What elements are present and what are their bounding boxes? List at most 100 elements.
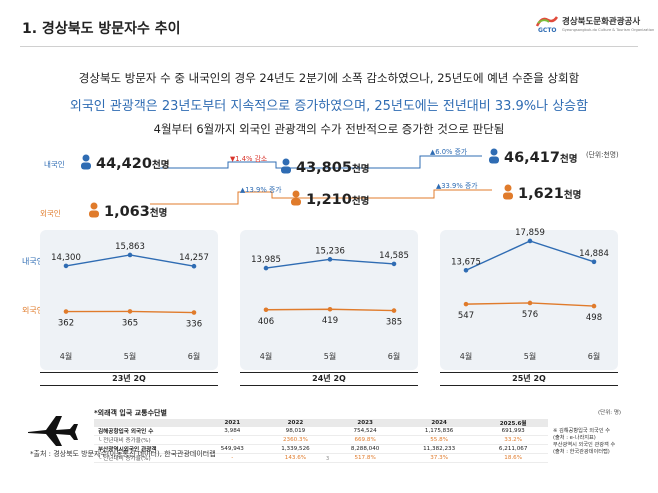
foreign-change-24: ▲13.9% 증가 (240, 186, 282, 194)
table-header: 2024 (399, 419, 479, 427)
domestic-value-label: 14,300 (51, 253, 81, 263)
table-cell: └ 전년대비 증가율(%) (94, 435, 204, 445)
table-row: 부산광역시외국인 관광객 549,943 1,339,526 8,288,040… (94, 444, 548, 454)
table-cell: 11,382,233 (399, 444, 479, 454)
foreign-total-23: 1,063천명 (104, 204, 168, 220)
month-tick-label: 6월 (188, 351, 200, 361)
foreign-point (591, 303, 597, 309)
foreign-value-label: 406 (258, 317, 274, 327)
table-cell: 2360.3% (260, 435, 331, 445)
month-tick-label: 4월 (60, 351, 72, 361)
foreign-total-25: 1,621천명 (518, 186, 582, 202)
domestic-value-label: 13,675 (451, 257, 481, 267)
person-icon (81, 154, 91, 170)
gcto-logo: GCTO 경상북도문화관광공사 Gyeongsangbuk-do Culture… (534, 14, 654, 42)
table-header: 2025.6월 (478, 419, 548, 427)
table-cell: - (204, 435, 261, 445)
domestic-value-label: 14,257 (179, 253, 209, 263)
table-row: 김해공항입국 외국인 수 3,984 98,019 754,524 1,175,… (94, 427, 548, 436)
domestic-point (527, 238, 533, 244)
table-cell: 3,984 (204, 427, 261, 436)
domestic-point (391, 261, 397, 267)
person-icon (281, 158, 291, 174)
table-cell: 55.8% (399, 435, 479, 445)
table-cell: 1,175,836 (399, 427, 479, 436)
summary-line-1: 경상북도 방문자 수 중 내국인의 경우 24년도 2분기에 소폭 감소하였으나… (78, 71, 580, 85)
domestic-point (263, 265, 269, 271)
foreign-value-label: 385 (386, 318, 402, 328)
domestic-value-label: 17,859 (515, 228, 545, 238)
table-cell: 37.3% (399, 453, 479, 463)
person-icon (291, 190, 301, 206)
table-title: *외래객 입국 교통수단별 (94, 409, 167, 417)
foreign-point (463, 301, 469, 307)
foreign-point (327, 306, 333, 312)
month-tick-label: 5월 (324, 351, 336, 361)
table-cell: - (204, 453, 261, 463)
foreign-point (391, 308, 397, 313)
table-note: (출처 : e-나라지표) (553, 435, 596, 441)
table-note: ※ 김해공항입국 외국인 수 (553, 428, 611, 434)
domestic-value-label: 14,585 (379, 251, 409, 261)
table-row: └ 전년대비 증가율(%) - 2360.3% 669.8% 55.8% 33.… (94, 435, 548, 445)
foreign-value-label: 362 (58, 319, 74, 329)
logo-subtitle: Gyeongsangbuk-do Culture & Tourism Organ… (562, 28, 655, 32)
domestic-series-line (465, 240, 595, 271)
foreign-point (527, 300, 533, 306)
logo-mark-icon (535, 16, 559, 27)
person-icon (89, 202, 99, 218)
table-cell: 143.6% (260, 453, 331, 463)
table-cell: 김해공항입국 외국인 수 (94, 427, 204, 436)
domestic-value-label: 13,985 (251, 255, 281, 265)
foreign-point (127, 309, 133, 314)
airplane-icon (28, 416, 78, 446)
foreign-row-label: 외국인 (40, 209, 61, 218)
month-tick-label: 4월 (460, 351, 472, 361)
table-cell: 517.8% (330, 453, 400, 463)
foreign-value-label: 498 (586, 313, 602, 323)
foreign-point (191, 310, 197, 315)
table-unit: (단위: 명) (598, 410, 622, 416)
chart-panel-25 (440, 230, 618, 370)
foreign-connector (150, 189, 492, 205)
table-header: 2021 (204, 419, 261, 427)
foreign-point (263, 307, 269, 313)
domestic-value-label: 14,884 (579, 249, 609, 259)
summary-line-2: 외국인 관광객은 23년도부터 지속적으로 증가하였으며, 25년도에는 전년대… (69, 99, 589, 114)
logo-name: 경상북도문화관광공사 (562, 17, 641, 27)
table-note: (출처 : 한국관광데이터랩) (553, 449, 610, 455)
table-header: 2022 (260, 419, 331, 427)
domestic-point (327, 257, 333, 262)
domestic-point (463, 267, 469, 273)
table-cell: 33.2% (478, 435, 548, 445)
table-header (94, 419, 204, 427)
domestic-point (63, 263, 69, 269)
month-tick-label: 5월 (524, 351, 536, 361)
logo-code: GCTO (538, 27, 557, 34)
source-note: *출처 : 경상북도 방문자수(이동통신 데이터), 한국관광데이터랩 (30, 450, 216, 458)
domestic-point (127, 252, 133, 258)
page-title: 1. 경상북도 방문자수 추이 (22, 21, 181, 37)
page-number: 3 (326, 456, 330, 462)
summary-line-3: 4월부터 6월까지 외국인 관광객의 수가 전반적으로 증가한 것으로 판단됨 (153, 122, 505, 136)
chart-panel-24 (240, 230, 418, 370)
title-divider (20, 46, 638, 47)
table-cell: 754,524 (330, 427, 400, 436)
month-tick-label: 4월 (260, 351, 272, 361)
table-cell: 18.6% (478, 453, 548, 463)
person-icon (503, 184, 513, 200)
domestic-total-25: 46,417천명 (504, 150, 578, 166)
domestic-point (191, 263, 197, 269)
table-cell: 6,211,067 (478, 444, 548, 454)
chart-foreign-label: 외국인 (22, 306, 45, 315)
foreign-total-24: 1,210천명 (306, 192, 370, 208)
foreign-change-25: ▲33.9% 증가 (436, 182, 478, 190)
domestic-total-23: 44,420천명 (96, 156, 170, 172)
table-note: 부산광역시 외국인 관광객 수 (553, 442, 616, 448)
domestic-change-25: ▲6.0% 증가 (430, 148, 468, 156)
domestic-connector (160, 155, 482, 169)
domestic-point (591, 259, 597, 265)
table-header-row: 2021 2022 2023 2024 2025.6월 (94, 419, 548, 427)
